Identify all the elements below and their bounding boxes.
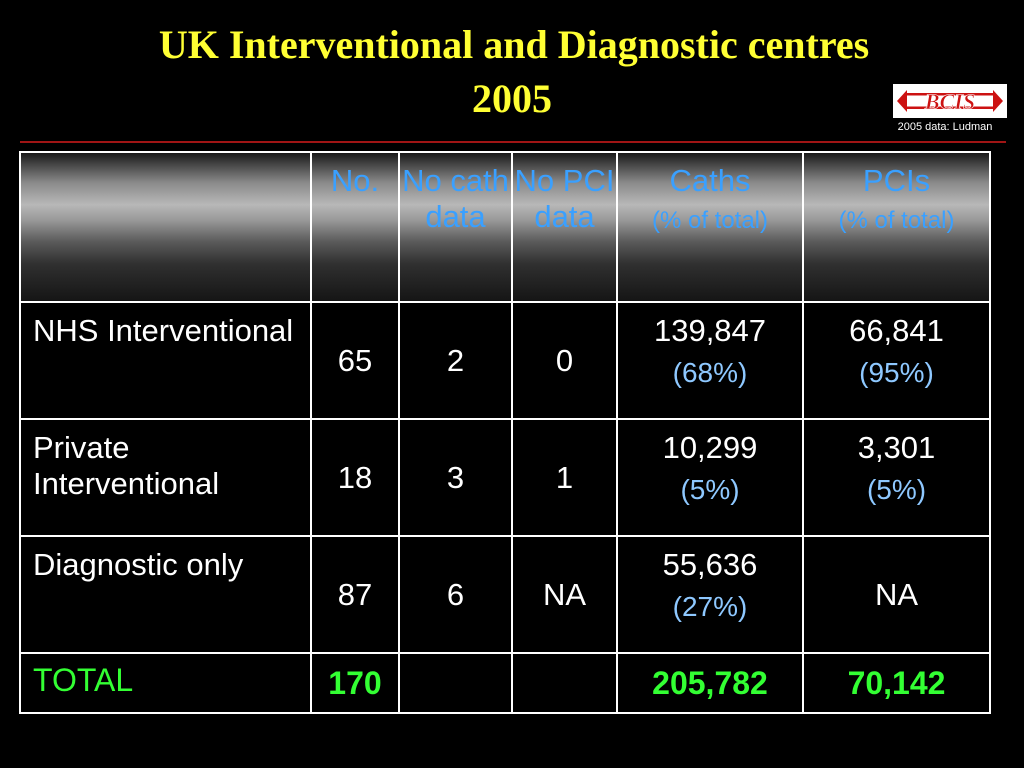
cell-pcis: 66,841 (95%) [802, 301, 991, 420]
caths-value: 139,847 [653, 313, 767, 348]
cell-no: 87 [310, 535, 400, 654]
bcis-logo-icon: BCIS [897, 89, 1003, 114]
total-label: TOTAL [19, 652, 312, 714]
cell-caths: 55,636 (27%) [616, 535, 804, 654]
caths-value: 10,299 [662, 430, 758, 465]
cell-pcis: 3,301 (5%) [802, 418, 991, 537]
header-blank [19, 151, 312, 303]
pcis-value: NA [874, 576, 919, 612]
cell-no-cath: 6 [398, 535, 513, 654]
row-label: Private Interventional [19, 418, 312, 537]
header-no-cath-label: No cath data [402, 163, 509, 234]
total-caths: 205,782 [616, 652, 804, 714]
cell-no-pci: 1 [511, 418, 618, 537]
header-no-pci-data: No PCI data [511, 151, 618, 303]
caths-value: 55,636 [662, 547, 758, 582]
pcis-value: 66,841 [849, 313, 944, 348]
row-label: NHS Interventional [19, 301, 312, 420]
total-no: 170 [310, 652, 400, 714]
cell-no: 65 [310, 301, 400, 420]
header-no-label: No. [330, 163, 380, 198]
data-credit: 2005 data: Ludman [897, 121, 993, 133]
header-caths-sub: (% of total) [651, 207, 769, 234]
table-total-row: TOTAL 170 205,782 70,142 [19, 652, 991, 714]
table-row: NHS Interventional 65 2 0 139,847 (68%) … [19, 301, 991, 420]
cell-no-cath: 3 [398, 418, 513, 537]
pcis-value: 3,301 [857, 430, 936, 465]
cell-no-cath: 2 [398, 301, 513, 420]
pcis-percent: (95%) [859, 357, 934, 388]
header-pcis-label: PCIs [862, 163, 931, 198]
header-no-cath-data: No cath data [398, 151, 513, 303]
pcis-percent: (5%) [866, 474, 927, 505]
header-caths-label: Caths [669, 163, 751, 198]
title-divider [20, 141, 1006, 143]
title-line-2: 2005 [472, 76, 552, 121]
caths-percent: (27%) [672, 591, 748, 622]
centres-table: No. No cath data No PCI data Caths (% of… [19, 151, 991, 714]
table-row: Private Interventional 18 3 1 10,299 (5%… [19, 418, 991, 537]
header-no: No. [310, 151, 400, 303]
slide-title: UK Interventional and Diagnostic centres… [0, 18, 1024, 126]
cell-no-pci: 0 [511, 301, 618, 420]
row-label: Diagnostic only [19, 535, 312, 654]
bcis-logo: BCIS [893, 84, 1007, 118]
total-pcis: 70,142 [802, 652, 991, 714]
total-no-pci [511, 652, 618, 714]
header-caths: Caths (% of total) [616, 151, 804, 303]
table-header-row: No. No cath data No PCI data Caths (% of… [19, 151, 991, 303]
logo-right-arrow [993, 90, 1003, 112]
header-pcis-sub: (% of total) [838, 207, 955, 234]
title-line-1: UK Interventional and Diagnostic centres [158, 22, 870, 67]
logo-top-bar [907, 93, 993, 96]
header-no-pci-label: No PCI data [514, 163, 615, 234]
logo-bottom-bar [907, 106, 993, 109]
table-row: Diagnostic only 87 6 NA 55,636 (27%) NA [19, 535, 991, 654]
cell-pcis: NA [802, 535, 991, 654]
cell-no-pci: NA [511, 535, 618, 654]
total-no-cath [398, 652, 513, 714]
caths-percent: (68%) [672, 357, 748, 388]
cell-no: 18 [310, 418, 400, 537]
header-pcis: PCIs (% of total) [802, 151, 991, 303]
caths-percent: (5%) [680, 474, 740, 505]
logo-text: BCIS [924, 89, 975, 114]
cell-caths: 139,847 (68%) [616, 301, 804, 420]
logo-left-arrow [897, 90, 907, 112]
cell-caths: 10,299 (5%) [616, 418, 804, 537]
